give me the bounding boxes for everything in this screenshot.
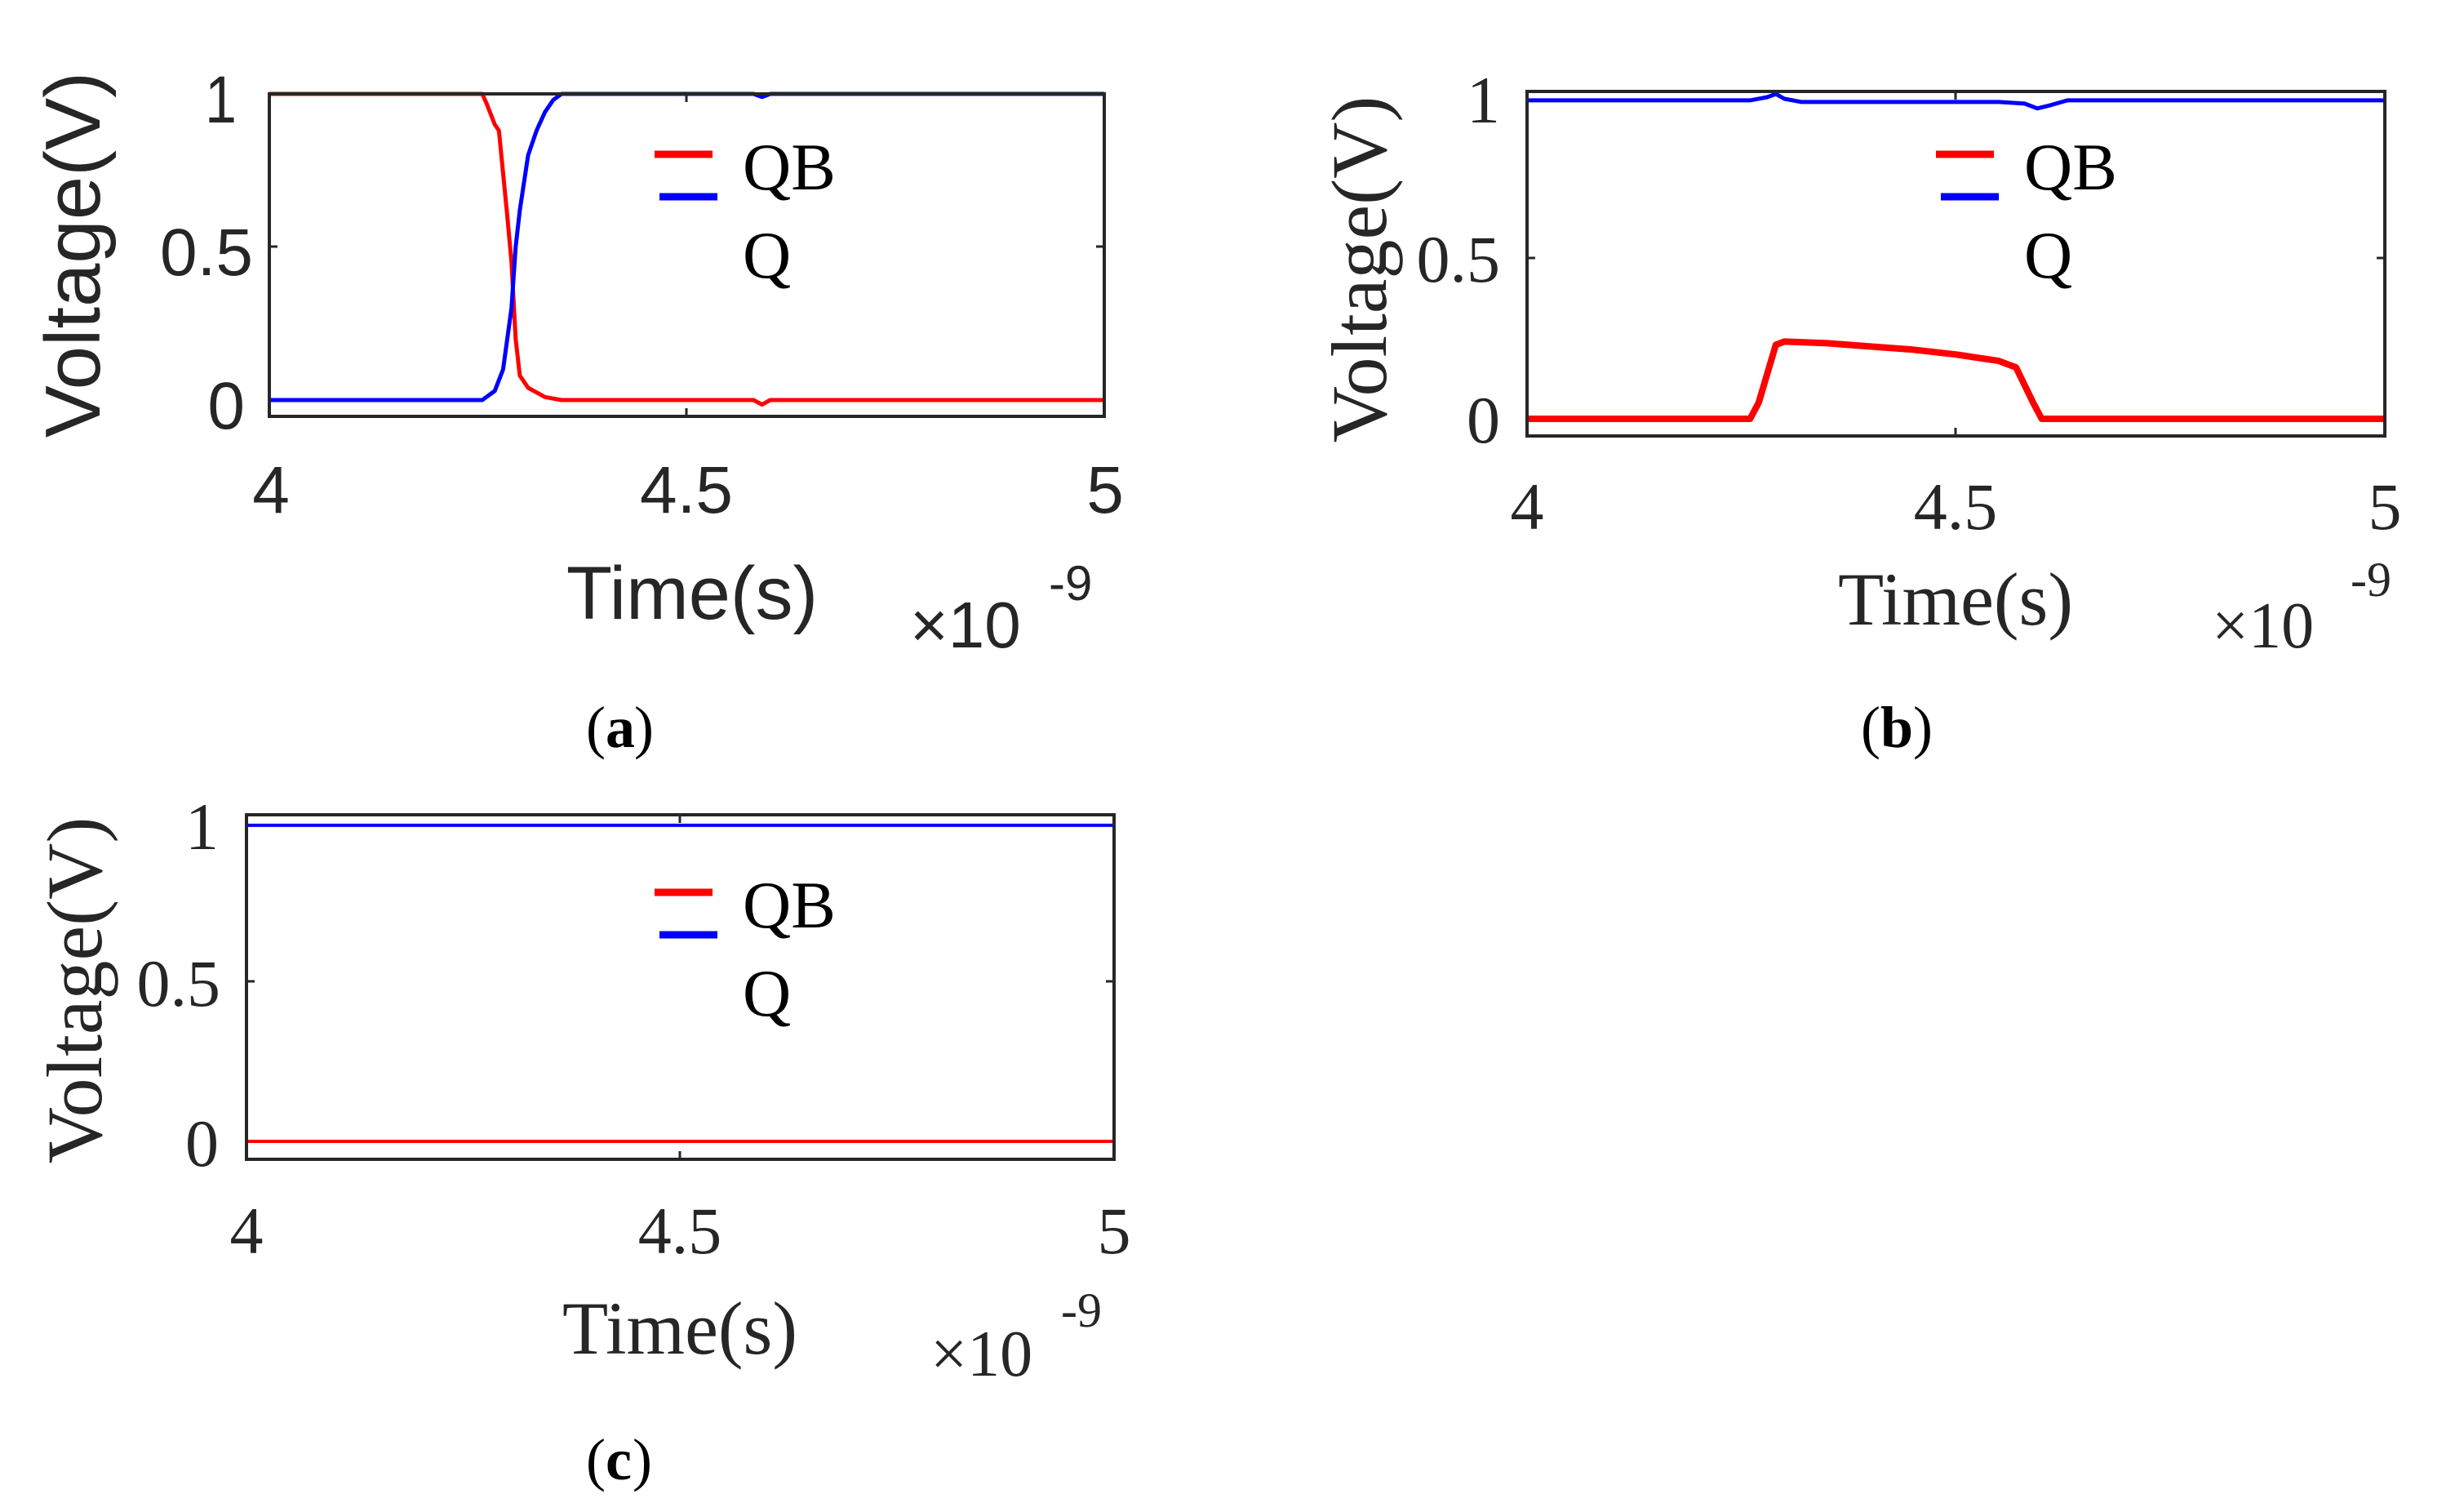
- x-exponent-c: ×10 -9: [930, 1283, 1102, 1390]
- y-axis-label-a: Voltage(V): [29, 72, 117, 438]
- x-exponent-base: ×10: [2212, 590, 2314, 662]
- series-line-qb: [269, 91, 1104, 407]
- series-line-q: [1527, 91, 2385, 111]
- y-ticklabels-a: 1 0.5 0: [160, 63, 253, 443]
- caption-paren: (: [1861, 695, 1880, 760]
- caption-letter: a: [606, 695, 635, 760]
- x-ticklabels-b: 4 4.5 5: [1511, 469, 2402, 544]
- plot-area-c: [245, 813, 1116, 1161]
- xtick-label: 5: [1086, 453, 1124, 527]
- ytick-label: 1: [205, 63, 237, 138]
- caption-paren: ): [633, 1427, 652, 1492]
- x-axis-label-b: Time(s): [1838, 558, 2073, 641]
- caption-letter: c: [606, 1427, 632, 1492]
- x-exponent-power: -9: [1061, 1283, 1102, 1337]
- caption-paren: ): [1913, 695, 1933, 760]
- series-lines-b: [1527, 91, 2385, 422]
- legend-a: QB Q: [655, 130, 836, 292]
- plot-area-b: [1525, 90, 2386, 438]
- caption-paren: (: [586, 695, 606, 760]
- xtick-label: 4: [230, 1194, 264, 1268]
- ytick-label: 0.5: [137, 946, 221, 1021]
- xtick-label: 5: [1098, 1194, 1131, 1268]
- legend-label-qb: QB: [743, 868, 836, 942]
- x-exponent-power: -9: [2351, 553, 2391, 607]
- ytick-label: 0.5: [160, 216, 253, 290]
- x-ticklabels-c: 4 4.5 5: [230, 1194, 1131, 1268]
- xtick-label: 5: [2369, 469, 2402, 544]
- panel-b: QB Q 1 0.5 0 Voltage(V) 4 4.5 5 Time(s) …: [1316, 63, 2402, 760]
- x-exponent-a: ×10 -9: [910, 556, 1092, 661]
- plot-area-a: [268, 91, 1106, 418]
- caption-b: ( b ): [1861, 695, 1933, 760]
- xtick-label: 4.5: [1914, 469, 1998, 544]
- caption-paren: (: [586, 1427, 606, 1492]
- panel-c: QB Q 1 0.5 0 Voltage(V) 4 4.5 5 Time(s) …: [31, 789, 1131, 1492]
- legend-label-q: Q: [743, 218, 791, 292]
- ytick-label: 1: [1467, 63, 1500, 137]
- x-exponent-b: ×10 -9: [2212, 553, 2391, 662]
- caption-letter: b: [1880, 695, 1913, 760]
- xtick-label: 4.5: [638, 1194, 722, 1268]
- series-line-qb: [1527, 338, 2385, 422]
- x-exponent-base: ×10: [910, 589, 1021, 661]
- caption-c: ( c ): [586, 1427, 652, 1492]
- x-ticklabels-a: 4 4.5 5: [252, 453, 1124, 527]
- x-axis-label-a: Time(s): [566, 552, 818, 635]
- legend-label-q: Q: [2024, 218, 2072, 292]
- legend-label-qb: QB: [2024, 130, 2117, 204]
- caption-a: ( a ): [586, 695, 654, 760]
- ytick-label: 1: [185, 789, 219, 864]
- ytick-label: 0: [185, 1106, 219, 1181]
- y-axis-label-c: Voltage(V): [31, 817, 118, 1164]
- x-exponent-power: -9: [1049, 556, 1092, 611]
- x-axis-label-c: Time(s): [562, 1287, 797, 1370]
- legend-c: QB Q: [655, 868, 836, 1030]
- y-ticklabels-c: 1 0.5 0: [137, 789, 221, 1181]
- xtick-label: 4.5: [640, 453, 733, 527]
- legend-b: QB Q: [1936, 130, 2117, 292]
- panel-a: QB Q 1 0.5 0 Voltage(V) 4 4.5 5 Time(s) …: [29, 63, 1124, 760]
- ytick-label: 0: [1467, 383, 1500, 457]
- series-lines-c: [246, 823, 1114, 1143]
- ytick-label: 0: [207, 369, 245, 443]
- legend-label-qb: QB: [743, 130, 836, 204]
- x-exponent-base: ×10: [930, 1319, 1032, 1390]
- caption-paren: ): [634, 695, 654, 760]
- y-ticklabels-b: 1 0.5 0: [1417, 63, 1501, 457]
- y-axis-label-b: Voltage(V): [1316, 96, 1403, 443]
- ytick-label: 0.5: [1417, 222, 1501, 296]
- xtick-label: 4: [1511, 469, 1544, 544]
- legend-label-q: Q: [743, 956, 791, 1030]
- xtick-label: 4: [252, 453, 290, 527]
